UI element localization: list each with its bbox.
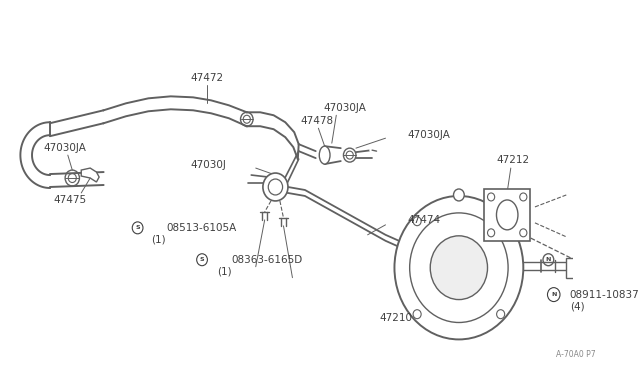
Text: 08363-6165D: 08363-6165D bbox=[232, 255, 303, 265]
Circle shape bbox=[413, 310, 421, 319]
Circle shape bbox=[488, 193, 495, 201]
Circle shape bbox=[520, 193, 527, 201]
Text: (1): (1) bbox=[217, 267, 232, 277]
Text: (1): (1) bbox=[151, 235, 166, 245]
Circle shape bbox=[263, 173, 288, 201]
Text: 47210: 47210 bbox=[380, 312, 412, 323]
Circle shape bbox=[547, 288, 560, 302]
Text: S: S bbox=[200, 257, 204, 262]
Text: A-70A0 P7: A-70A0 P7 bbox=[556, 350, 595, 359]
Text: N: N bbox=[546, 257, 551, 262]
Circle shape bbox=[413, 217, 421, 226]
FancyBboxPatch shape bbox=[484, 189, 531, 241]
Text: N: N bbox=[551, 292, 556, 297]
Ellipse shape bbox=[497, 200, 518, 230]
Circle shape bbox=[268, 179, 283, 195]
Circle shape bbox=[430, 236, 488, 299]
Text: (4): (4) bbox=[571, 302, 585, 311]
Text: 47212: 47212 bbox=[496, 155, 529, 165]
Text: 47478: 47478 bbox=[301, 116, 334, 126]
Text: 08513-6105A: 08513-6105A bbox=[166, 223, 237, 233]
Circle shape bbox=[394, 196, 524, 339]
Text: 47030JA: 47030JA bbox=[44, 143, 86, 153]
Circle shape bbox=[520, 229, 527, 237]
Text: 47475: 47475 bbox=[54, 195, 87, 205]
Circle shape bbox=[196, 254, 207, 266]
Text: 47030JA: 47030JA bbox=[324, 103, 367, 113]
Text: 47474: 47474 bbox=[408, 215, 441, 225]
Text: 47030JA: 47030JA bbox=[408, 130, 451, 140]
Text: 08911-10837: 08911-10837 bbox=[569, 289, 639, 299]
Text: 47472: 47472 bbox=[190, 73, 223, 83]
Ellipse shape bbox=[319, 146, 330, 164]
FancyBboxPatch shape bbox=[566, 258, 582, 278]
Circle shape bbox=[497, 310, 505, 319]
Text: 47030J: 47030J bbox=[190, 160, 226, 170]
Circle shape bbox=[132, 222, 143, 234]
Polygon shape bbox=[81, 168, 99, 182]
Circle shape bbox=[497, 217, 505, 226]
Circle shape bbox=[488, 229, 495, 237]
Text: S: S bbox=[135, 225, 140, 230]
Circle shape bbox=[454, 189, 464, 201]
